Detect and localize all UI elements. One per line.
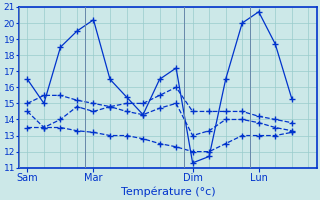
X-axis label: Température (°c): Température (°c) bbox=[121, 186, 215, 197]
